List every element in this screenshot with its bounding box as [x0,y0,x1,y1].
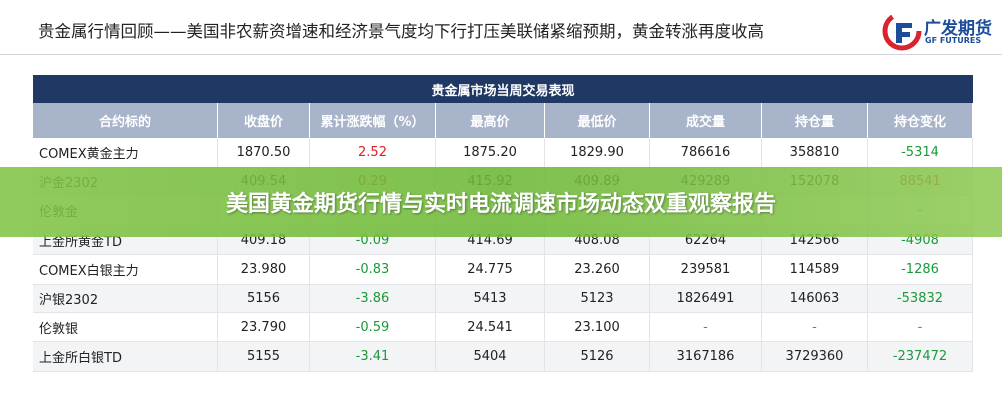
row-label: 沪银2302 [33,285,218,313]
table-cell: 23.260 [545,255,650,285]
table-cell: 24.775 [436,255,545,285]
column-header: 成交量 [650,103,762,138]
header-rule [0,54,1002,55]
column-header: 收盘价 [218,103,310,138]
table-cell: -53832 [868,285,973,313]
table-cell: 5155 [218,342,310,372]
table-cell: 24.541 [436,313,545,342]
table-cell: 5126 [545,342,650,372]
row-label: COMEX白银主力 [33,255,218,285]
column-header: 最低价 [545,103,650,138]
logo-name: 广发期货 [924,19,992,39]
logo-subtitle: GF FUTURES [925,36,982,45]
row-label: 上金所白银TD [33,342,218,372]
table-cell: 23.790 [218,313,310,342]
table-cell: 114589 [762,255,868,285]
table-cell: 3167186 [650,342,762,372]
table-cell: -5314 [868,138,973,168]
table-cell: 146063 [762,285,868,313]
table-cell: 5404 [436,342,545,372]
row-label: 伦敦银 [33,313,218,342]
table-cell: 358810 [762,138,868,168]
table-cell: -0.83 [310,255,436,285]
banner-text: 美国黄金期货行情与实时电流调速市场动态双重观察报告 [225,192,776,217]
table-cell: 786616 [650,138,762,168]
table-cell: -1286 [868,255,973,285]
table-cell: 1870.50 [218,138,310,168]
table-cell: 1875.20 [436,138,545,168]
table-cell: 23.980 [218,255,310,285]
page-title: 贵金属行情回顾——美国非农薪资增速和经济景气度均下行打压美联储紧缩预期，黄金转涨… [38,22,764,41]
column-header: 合约标的 [33,103,218,138]
table-cell: 23.100 [545,313,650,342]
column-header: 持仓变化 [868,103,973,138]
table-cell: -3.86 [310,285,436,313]
table-cell: -0.59 [310,313,436,342]
column-header: 持仓量 [762,103,868,138]
table-cell: - [868,313,973,342]
logo-icon [882,11,922,51]
column-header: 累计涨跌幅（%） [310,103,436,138]
table-cell: -237472 [868,342,973,372]
table-cell: 1829.90 [545,138,650,168]
banner: 美国黄金期货行情与实时电流调速市场动态双重观察报告 [0,167,1002,237]
table-cell: 1826491 [650,285,762,313]
table-cell: -3.41 [310,342,436,372]
column-header: 最高价 [436,103,545,138]
table-cell: 5123 [545,285,650,313]
table-cell: 3729360 [762,342,868,372]
table-cell: 2.52 [310,138,436,168]
table-cell: - [650,313,762,342]
row-label: COMEX黄金主力 [33,138,218,168]
table-cell: 5156 [218,285,310,313]
table-cell: - [762,313,868,342]
logo: 广发期货 GF FUTURES [878,8,1002,52]
table-title: 贵金属市场当周交易表现 [33,75,973,103]
table-cell: 239581 [650,255,762,285]
table-cell: 5413 [436,285,545,313]
